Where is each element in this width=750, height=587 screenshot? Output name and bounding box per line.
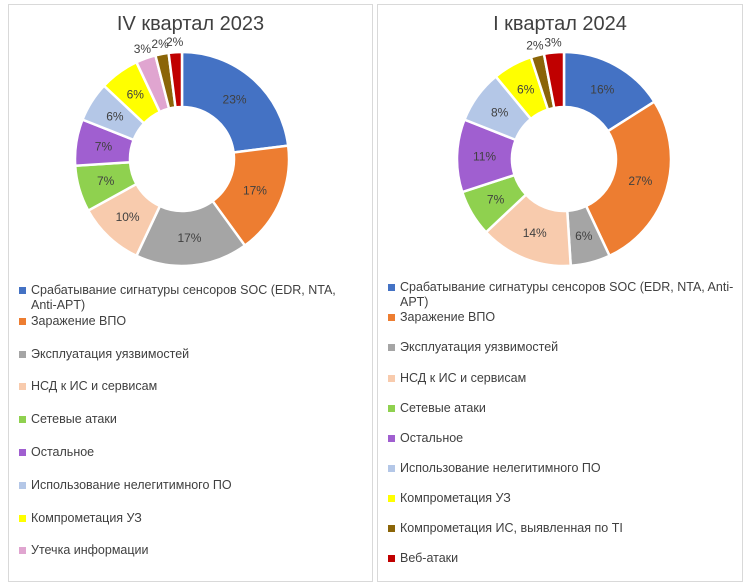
legend-label: Компрометация УЗ (400, 491, 511, 505)
legend-swatch (388, 525, 395, 532)
legend-label: Заражение ВПО (31, 314, 127, 328)
legend-item: Веб-атаки (388, 551, 734, 566)
donut-slice (167, 50, 184, 109)
legend-swatch (388, 555, 395, 562)
legend-item: Заражение ВПО (388, 310, 734, 325)
donut-chart: 16% 27% 6% 14% 7% 11% 8% 6% 2% 3% (455, 36, 673, 268)
data-label: 17% (243, 184, 267, 198)
data-label: 7% (95, 140, 113, 154)
legend-item: Сетевые атаки (19, 412, 364, 427)
legend-item: Использование нелегитимного ПО (19, 478, 364, 493)
legend-label: Сетевые атаки (31, 412, 117, 426)
legend-item: НСД к ИС и сервисам (19, 379, 364, 394)
legend-swatch (388, 284, 395, 291)
legend-item: Сетевые атаки (388, 401, 734, 416)
data-label: 27% (628, 174, 652, 188)
data-label: 14% (523, 226, 547, 240)
legend-label: Компрометация УЗ (31, 511, 142, 525)
legend-label: Использование нелегитимного ПО (31, 478, 232, 492)
legend-label: Эксплуатация уязвимостей (31, 347, 190, 361)
legend-label: НСД к ИС и сервисам (400, 371, 527, 385)
data-label: 11% (473, 150, 496, 164)
legend-item: Компрометация УЗ (388, 491, 734, 506)
legend-swatch (19, 547, 26, 554)
chart-panel-q1-2024: I квартал 2024 16% 27% 6% 14% 7% 11% 8% 6% 2% 3% … (377, 4, 743, 582)
legend-item: Компрометация УЗ (19, 511, 364, 526)
legend-swatch (388, 435, 395, 442)
legend-swatch (19, 287, 26, 294)
legend-item: Остальное (388, 431, 734, 446)
legend-swatch (388, 375, 395, 382)
legend-label: Срабатывание сигнатуры сенсоров SOC (EDR… (31, 283, 336, 312)
legend-label: Срабатывание сигнатуры сенсоров SOC (EDR… (400, 280, 734, 309)
legend-item: Компрометация ИС, выявленная по TI (388, 521, 734, 536)
data-label: 23% (223, 92, 247, 106)
legend-swatch (19, 449, 26, 456)
data-label: 6% (517, 82, 535, 96)
donut-slice (542, 50, 566, 110)
legend-swatch (388, 405, 395, 412)
legend-swatch (19, 482, 26, 489)
data-label: 16% (590, 82, 614, 96)
legend-label: Остальное (400, 431, 464, 445)
data-label: 8% (491, 105, 509, 119)
legend-label: Компрометация ИС, выявленная по TI (400, 521, 623, 535)
legend-item: Утечка информации (19, 543, 364, 558)
data-label: 7% (97, 174, 115, 188)
data-label: 3% (134, 42, 152, 56)
legend-item: НСД к ИС и сервисам (388, 371, 734, 386)
legend-label: Остальное (31, 445, 95, 459)
legend-label: Утечка информации (31, 543, 149, 557)
data-label: 6% (575, 229, 593, 243)
data-label: 2% (151, 37, 169, 51)
donut-slice (584, 99, 673, 258)
legend-swatch (19, 416, 26, 423)
legend-swatch (19, 515, 26, 522)
legend-swatch (388, 314, 395, 321)
legend-swatch (19, 318, 26, 325)
donut-slice (180, 50, 290, 154)
legend-label: НСД к ИС и сервисам (31, 379, 158, 393)
legend-label: Заражение ВПО (400, 310, 496, 324)
data-label: 6% (106, 109, 124, 123)
legend-item: Использование нелегитимного ПО (388, 461, 734, 476)
legend-label: Использование нелегитимного ПО (400, 461, 601, 475)
legend-swatch (388, 465, 395, 472)
data-label: 3% (544, 36, 562, 50)
chart-title: IV квартал 2023 (116, 13, 265, 35)
donut-chart: 23%17%17%10%7%7%6%6%3% 2%2% (73, 35, 291, 268)
legend-item: Заражение ВПО (19, 314, 364, 329)
chart-panel-q4-2023: IV квартал 2023 23% 17% 17% 10% 7% 7% 6% 6% 3% 2%… (8, 4, 373, 582)
data-label: 17% (177, 231, 201, 245)
legend-swatch (19, 351, 26, 358)
data-label: 6% (127, 88, 145, 102)
legend-item: Эксплуатация уязвимостей (388, 340, 734, 355)
legend-item: Эксплуатация уязвимостей (19, 347, 364, 362)
legend-swatch (19, 383, 26, 390)
legend-item: Остальное (19, 445, 364, 460)
legend-swatch (388, 344, 395, 351)
data-label: 10% (116, 210, 140, 224)
chart-title: I квартал 2024 (493, 13, 627, 35)
legend-item: Срабатывание сигнатуры сенсоров SOC (EDR… (388, 280, 734, 310)
legend-label: Сетевые атаки (400, 401, 486, 415)
legend-item: Срабатывание сигнатуры сенсоров SOC (EDR… (19, 283, 364, 313)
data-label: 2% (166, 35, 184, 49)
legend-label: Веб-атаки (400, 551, 459, 565)
legend-swatch (388, 495, 395, 502)
data-label: 2% (526, 39, 544, 53)
legend-label: Эксплуатация уязвимостей (400, 340, 559, 354)
data-label: 7% (487, 192, 505, 206)
